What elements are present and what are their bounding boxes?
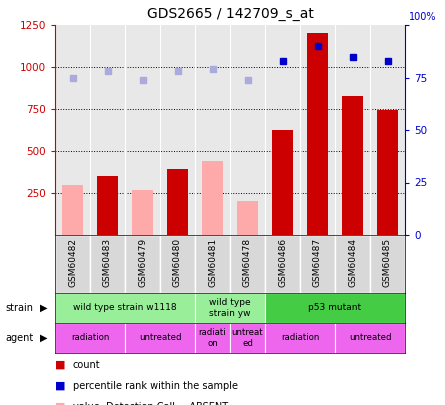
- Text: ▶: ▶: [40, 333, 48, 343]
- Text: GSM60478: GSM60478: [243, 238, 252, 287]
- Bar: [195, 323, 230, 353]
- Text: agent: agent: [5, 333, 33, 343]
- Bar: [230, 235, 265, 293]
- Bar: [125, 235, 160, 293]
- Bar: [307, 33, 328, 235]
- Text: strain: strain: [5, 303, 33, 313]
- Text: GSM60484: GSM60484: [348, 238, 357, 287]
- Text: radiation: radiation: [71, 333, 109, 343]
- Bar: [230, 323, 265, 353]
- Text: untreat
ed: untreat ed: [232, 328, 263, 348]
- Bar: [160, 235, 195, 293]
- Text: value, Detection Call = ABSENT: value, Detection Call = ABSENT: [73, 402, 228, 405]
- Bar: [97, 176, 118, 235]
- Text: p53 mutant: p53 mutant: [308, 303, 362, 313]
- Bar: [237, 200, 258, 235]
- Bar: [62, 185, 83, 235]
- Text: wild type strain w1118: wild type strain w1118: [73, 303, 177, 313]
- Bar: [265, 235, 300, 293]
- Text: radiati
on: radiati on: [198, 328, 227, 348]
- Text: count: count: [73, 360, 101, 370]
- Text: wild type
strain yw: wild type strain yw: [209, 298, 251, 318]
- Text: untreated: untreated: [349, 333, 391, 343]
- Bar: [377, 110, 398, 235]
- Text: GSM60485: GSM60485: [383, 238, 392, 287]
- Bar: [202, 161, 223, 235]
- Bar: [300, 235, 335, 293]
- Bar: [125, 323, 195, 353]
- Title: GDS2665 / 142709_s_at: GDS2665 / 142709_s_at: [146, 7, 313, 21]
- Text: percentile rank within the sample: percentile rank within the sample: [73, 381, 238, 391]
- Bar: [132, 190, 153, 235]
- Text: ■: ■: [55, 402, 65, 405]
- Text: GSM60480: GSM60480: [173, 238, 182, 287]
- Bar: [167, 169, 188, 235]
- Text: ■: ■: [55, 360, 65, 370]
- Bar: [55, 323, 125, 353]
- Bar: [335, 323, 405, 353]
- Bar: [265, 323, 335, 353]
- Text: ▶: ▶: [40, 303, 48, 313]
- Bar: [370, 235, 405, 293]
- Text: GSM60487: GSM60487: [313, 238, 322, 287]
- Bar: [265, 293, 405, 323]
- Bar: [55, 235, 90, 293]
- Text: untreated: untreated: [139, 333, 181, 343]
- Bar: [195, 293, 265, 323]
- Bar: [90, 235, 125, 293]
- Bar: [335, 235, 370, 293]
- Bar: [195, 235, 230, 293]
- Text: GSM60483: GSM60483: [103, 238, 112, 287]
- Text: GSM60486: GSM60486: [278, 238, 287, 287]
- Text: GSM60482: GSM60482: [68, 238, 77, 287]
- Bar: [272, 130, 293, 235]
- Text: GSM60479: GSM60479: [138, 238, 147, 287]
- Text: 100%: 100%: [409, 12, 437, 22]
- Text: GSM60481: GSM60481: [208, 238, 217, 287]
- Bar: [55, 293, 195, 323]
- Bar: [342, 96, 363, 235]
- Text: ■: ■: [55, 381, 65, 391]
- Text: radiation: radiation: [281, 333, 319, 343]
